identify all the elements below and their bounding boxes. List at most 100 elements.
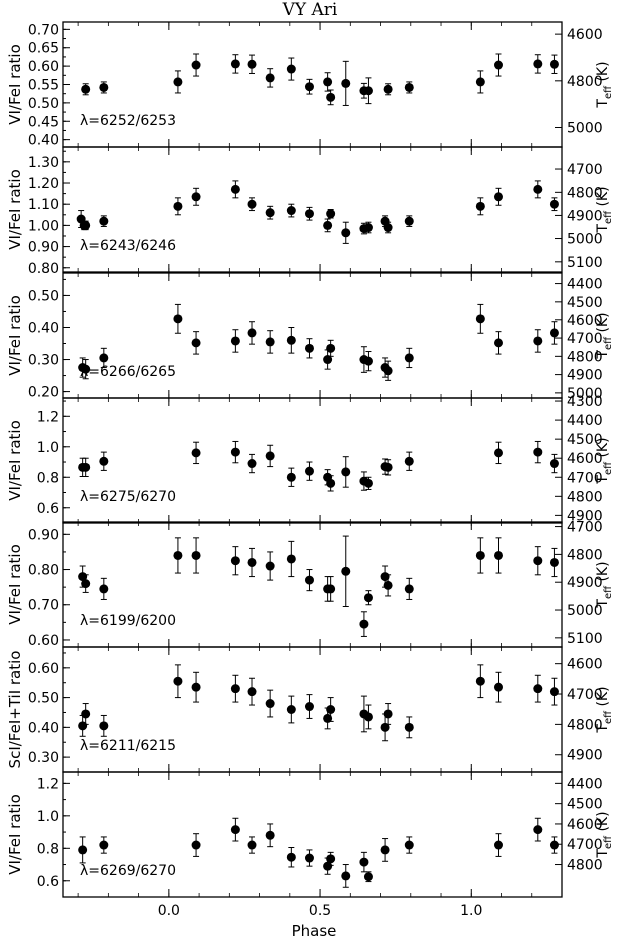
data-point — [99, 216, 109, 226]
right-tick-label: 4700 — [567, 520, 603, 536]
right-tick-label: 4400 — [567, 277, 603, 293]
data-point — [380, 845, 390, 855]
panel-6: 0.30 0.40 0.50 0.60 4600 4700 4800 4900 ScI/FeI+… — [6, 646, 614, 773]
right-tick-label: 4900 — [567, 208, 603, 224]
x-tick-label: 0.5 — [309, 903, 331, 919]
data-point — [549, 557, 559, 567]
data-point — [326, 209, 336, 219]
data-point — [230, 184, 240, 194]
data-point — [173, 314, 183, 324]
panels: 0.40 0.45 0.50 0.55 0.60 0.65 0.70 4600 4800 5000… — [6, 21, 614, 919]
data-point — [533, 336, 543, 346]
data-point — [265, 451, 275, 461]
data-point — [341, 78, 351, 88]
data-point — [549, 459, 559, 469]
data-point — [191, 682, 201, 692]
y-tick-label: 1.20 — [28, 176, 59, 192]
data-point — [265, 830, 275, 840]
right-tick-label: 4900 — [567, 748, 603, 764]
panel-5: 0.60 0.70 0.80 0.90 4700 4800 4900 5000 5100 VI/F… — [6, 520, 614, 649]
data-point — [475, 77, 485, 87]
data-point — [265, 73, 275, 83]
y-tick-label: 0.6 — [37, 501, 59, 517]
data-point — [549, 687, 559, 697]
data-point — [247, 687, 257, 697]
y-tick-label: 0.50 — [28, 96, 59, 112]
data-point — [286, 705, 296, 714]
y-tick-label: 0.55 — [28, 78, 59, 94]
data-point — [383, 223, 393, 233]
y-tick-label: 1.0 — [37, 440, 59, 456]
data-point — [326, 478, 336, 488]
y-tick-label: 0.70 — [28, 22, 59, 38]
y-tick-label: 0.45 — [28, 114, 59, 130]
data-point — [383, 709, 393, 719]
data-point — [81, 709, 91, 719]
data-point — [383, 462, 393, 472]
right-axis-label: Teff (K) — [595, 61, 614, 108]
data-point — [549, 840, 559, 850]
data-point — [247, 59, 257, 69]
y-tick-label: 0.40 — [28, 133, 59, 149]
x-tick-label: 0.0 — [158, 903, 180, 919]
right-tick-label: 4800 — [567, 489, 603, 505]
y-tick-label: 1.2 — [37, 776, 59, 792]
data-point — [99, 840, 109, 850]
data-point — [404, 584, 414, 594]
y-tick-label: 1.10 — [28, 197, 59, 213]
data-point — [323, 355, 333, 365]
right-tick-label: 4900 — [567, 575, 603, 591]
y-axis-label: VI/FeI ratio — [6, 794, 24, 875]
y-tick-label: 0.8 — [37, 470, 59, 486]
right-tick-label: 4500 — [567, 797, 603, 813]
right-tick-label: 4700 — [567, 687, 603, 703]
wavelength-annotation: λ=6199/6200 — [80, 613, 176, 629]
data-point — [304, 209, 314, 219]
data-point — [286, 64, 296, 74]
data-point — [404, 353, 414, 363]
y-tick-label: 1.0 — [37, 809, 59, 825]
data-point — [363, 712, 373, 722]
data-point — [286, 554, 296, 564]
panel-3: 0.20 0.30 0.40 0.50 4400 4500 4600 4700 4800 4900… — [6, 272, 614, 402]
right-tick-label: 5100 — [567, 255, 603, 271]
right-tick-label: 4800 — [567, 349, 603, 365]
data-point — [304, 82, 314, 92]
data-point — [533, 447, 543, 457]
panel-2: 0.80 0.90 1.00 1.10 1.20 1.30 4700 4800 4900 5000… — [6, 146, 614, 277]
data-point — [247, 840, 257, 850]
data-point — [363, 593, 373, 603]
right-tick-label: 5000 — [567, 603, 603, 619]
data-point — [78, 721, 88, 731]
right-tick-label: 4500 — [567, 295, 603, 311]
data-point — [363, 86, 373, 96]
right-tick-label: 5000 — [567, 121, 603, 137]
right-axis-label: Teff (K) — [595, 186, 614, 233]
data-point — [99, 82, 109, 92]
data-point — [81, 364, 91, 374]
right-tick-label: 4800 — [567, 717, 603, 733]
data-point — [549, 199, 559, 209]
y-tick-label: 0.50 — [28, 288, 59, 304]
right-axis-label: Teff (K) — [595, 811, 614, 858]
right-tick-label: 4700 — [567, 470, 603, 486]
data-point — [493, 840, 503, 850]
data-point — [359, 857, 369, 867]
right-tick-label: 4400 — [567, 413, 603, 429]
data-point — [304, 575, 314, 585]
y-tick-label: 0.6 — [37, 874, 59, 890]
right-axis-label: Teff (K) — [595, 437, 614, 484]
data-point — [230, 336, 240, 346]
y-tick-label: 0.50 — [28, 691, 59, 707]
data-point — [286, 206, 296, 216]
figure-title: VY Ari — [282, 0, 338, 20]
data-point — [265, 561, 275, 571]
data-point — [383, 84, 393, 94]
panel-frame — [62, 397, 563, 524]
data-point — [323, 713, 333, 723]
data-point — [326, 343, 336, 353]
right-tick-label: 4900 — [567, 368, 603, 384]
data-point — [304, 466, 314, 476]
right-tick-label: 4400 — [567, 776, 603, 792]
wavelength-annotation: λ=6275/6270 — [80, 489, 176, 505]
